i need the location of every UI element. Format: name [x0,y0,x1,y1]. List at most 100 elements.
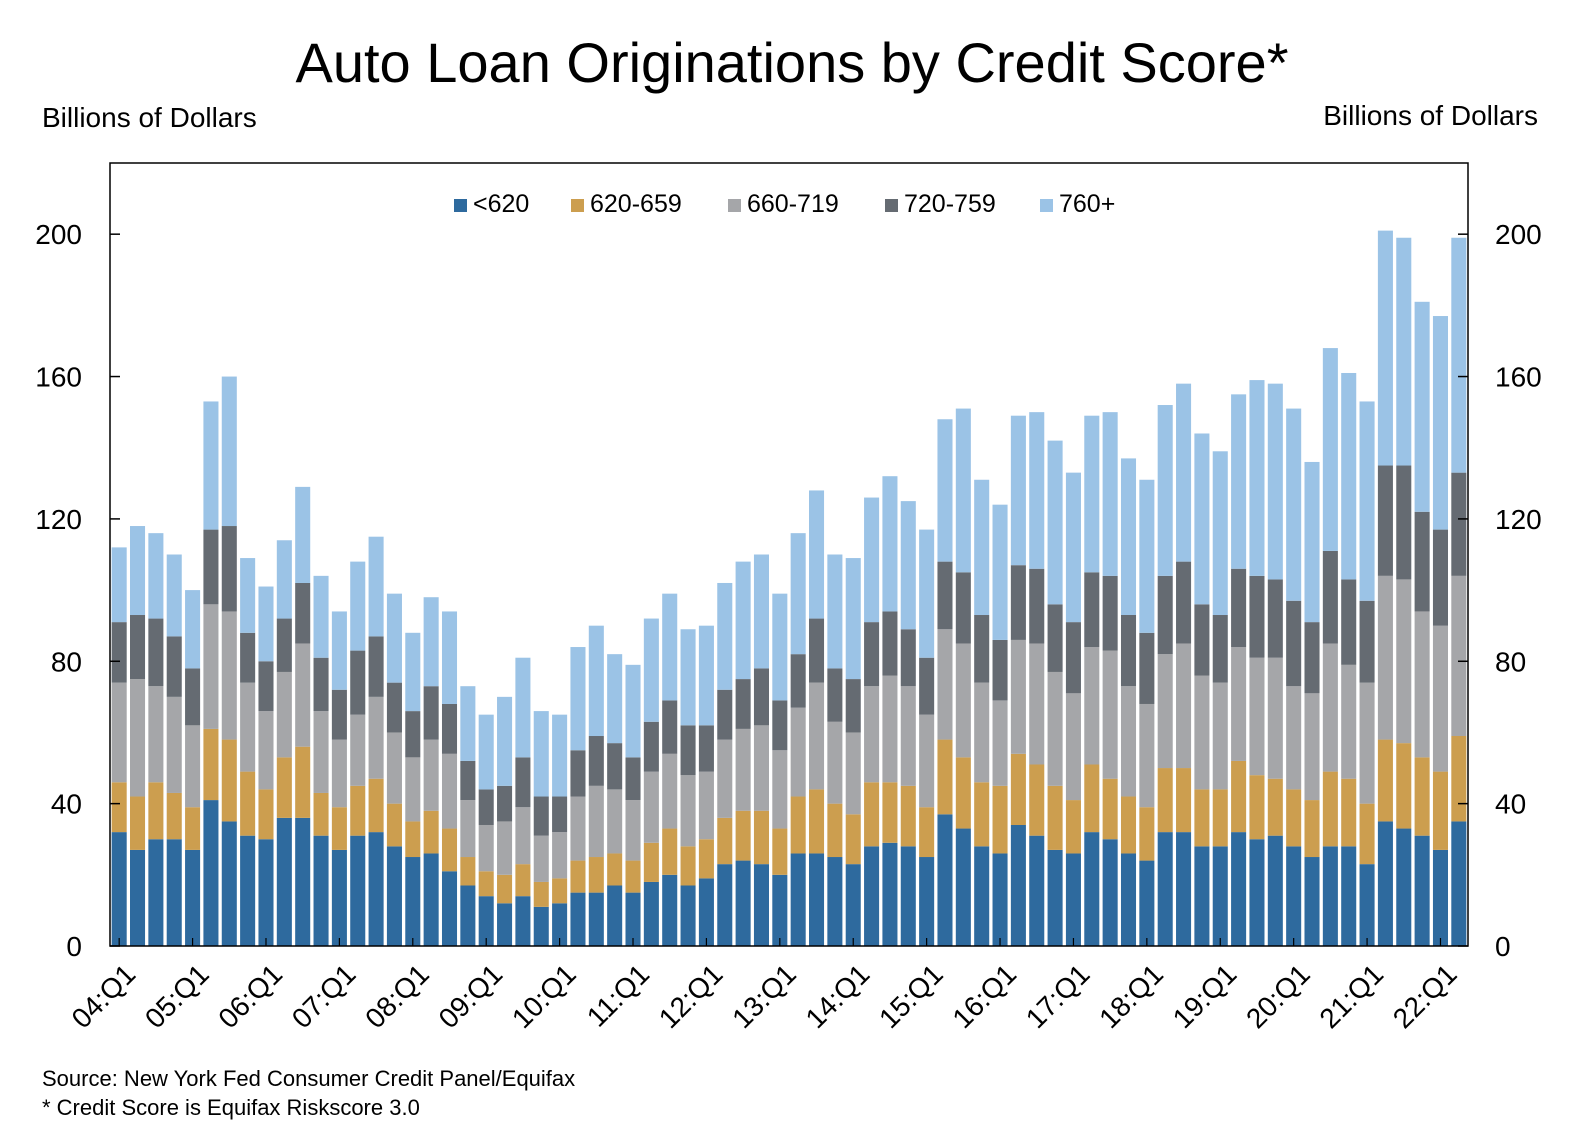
bar-segment-08:Q3-s0 [441,871,458,946]
bar-segment-17:Q3-s2 [1102,650,1118,779]
x-tick-label: 07:Q1 [286,958,362,1034]
bar-segment-04:Q2-s4 [130,526,146,616]
bar-segment-05:Q2-s0 [203,800,219,946]
bar-segment-15:Q2-s0 [937,814,953,946]
bar-segment-07:Q1-s1 [331,807,347,850]
bar-segment-08:Q1-s2 [405,757,421,822]
bar-segment-08:Q3-s1 [441,828,458,872]
bar-segment-19:Q3-s1 [1249,775,1265,840]
bar-segment-21:Q2-s2 [1377,575,1393,740]
bar-segment-19:Q1-s1 [1212,789,1228,847]
bar-segment-06:Q1-s3 [258,661,274,712]
y-tick-label-left: 80 [51,646,82,677]
bar-segment-08:Q1-s3 [405,711,421,758]
bar-segment-05:Q3-s1 [221,739,237,822]
right-axis-unit-label: Billions of Dollars [1323,100,1538,131]
bar-segment-07:Q4-s0 [386,846,402,946]
bar-segment-15:Q2-s4 [937,419,953,562]
bar-segment-16:Q2-s4 [1010,415,1026,566]
bar-segment-18:Q3-s2 [1176,643,1192,769]
bar-segment-19:Q4-s0 [1267,835,1283,946]
bar-segment-19:Q4-s2 [1267,657,1283,779]
bar-segment-16:Q4-s2 [1047,671,1063,786]
bar-segment-21:Q4-s4 [1414,301,1430,512]
bar-segment-14:Q3-s2 [882,675,898,783]
bar-segment-21:Q3-s3 [1396,465,1412,580]
bar-segment-21:Q2-s4 [1377,230,1393,466]
bar-segment-06:Q1-s0 [258,839,274,946]
chart-title: Auto Loan Originations by Credit Score* [295,31,1289,94]
bar-segment-17:Q4-s4 [1120,458,1137,615]
footnotes: Source: New York Fed Consumer Credit Pan… [42,1064,575,1122]
bar-segment-10:Q3-s4 [588,625,604,737]
bar-segment-05:Q3-s3 [221,526,237,612]
bar-segment-09:Q4-s2 [533,835,549,882]
bar-segment-15:Q1-s2 [919,714,935,808]
bar-segment-15:Q3-s3 [955,572,971,644]
bar-segment-06:Q3-s4 [295,486,311,583]
bar-segment-16:Q1-s0 [992,853,1008,946]
bar-segment-20:Q1-s2 [1286,686,1302,790]
bar-segment-07:Q4-s3 [386,682,402,733]
bar-segment-13:Q3-s1 [809,789,825,854]
bar-segment-13:Q2-s2 [790,707,806,797]
legend-label-4: 760+ [1059,190,1115,218]
bar-segment-15:Q4-s1 [974,782,990,847]
bar-segment-21:Q2-s0 [1377,821,1393,946]
bar-segment-12:Q3-s3 [735,679,751,729]
bar-segment-04:Q3-s2 [148,686,164,783]
bar-segment-05:Q1-s4 [185,590,201,669]
bar-segment-04:Q3-s1 [148,782,164,840]
bar-segment-10:Q4-s1 [607,853,623,886]
bar-segment-16:Q3-s2 [1029,643,1045,765]
bar-segment-05:Q2-s4 [203,401,219,530]
bar-segment-17:Q3-s1 [1102,778,1118,840]
bar-segment-09:Q1-s1 [478,871,494,897]
bar-segment-07:Q4-s4 [386,593,402,683]
bar-segment-14:Q3-s3 [882,611,898,676]
bar-segment-07:Q3-s4 [368,536,384,637]
bar-segment-16:Q2-s1 [1010,753,1026,825]
bar-segment-10:Q3-s2 [588,785,604,858]
bar-segment-08:Q2-s2 [423,739,439,811]
bar-segment-19:Q2-s4 [1231,394,1247,569]
bar-segment-14:Q1-s4 [845,558,861,680]
bar-segment-08:Q4-s1 [460,857,476,886]
bar-segment-14:Q2-s2 [864,686,880,783]
bar-segment-11:Q3-s2 [662,753,678,829]
bar-segment-09:Q4-s3 [533,796,549,836]
bar-segment-05:Q3-s0 [221,821,237,946]
y-tick-label-right: 0 [1495,931,1511,962]
bar-segment-13:Q2-s4 [790,533,806,655]
bar-segment-12:Q2-s3 [717,689,733,740]
bar-segment-12:Q4-s4 [753,554,769,669]
x-tick-label: 17:Q1 [1020,958,1096,1034]
bar-segment-12:Q2-s0 [717,864,733,946]
bar-segment-09:Q3-s0 [515,896,531,946]
bar-segment-10:Q4-s2 [607,789,623,854]
bar-segment-18:Q4-s0 [1194,846,1210,946]
bar-segment-18:Q2-s0 [1157,832,1173,946]
bar-segment-10:Q3-s3 [588,736,604,786]
bar-segment-20:Q1-s3 [1286,600,1302,687]
bar-segment-21:Q4-s0 [1414,835,1430,946]
bar-segment-15:Q1-s1 [919,807,935,858]
bar-segment-06:Q1-s1 [258,789,274,840]
bar-segment-16:Q4-s0 [1047,849,1063,946]
bar-segment-17:Q2-s2 [1084,647,1100,765]
bar-segment-13:Q1-s2 [772,750,788,829]
bar-segment-05:Q1-s3 [185,668,201,726]
bar-segment-21:Q4-s2 [1414,611,1430,758]
left-axis-unit-label: Billions of Dollars [42,102,257,133]
bar-segment-09:Q3-s2 [515,807,531,865]
bar-segment-04:Q1-s1 [111,782,127,833]
bar-segment-21:Q3-s1 [1396,743,1412,829]
bar-segment-07:Q2-s3 [350,650,366,715]
bar-segment-04:Q4-s3 [166,636,182,697]
bar-segment-22:Q1-s1 [1432,771,1448,850]
bar-segment-10:Q2-s1 [570,860,586,893]
bar-segment-12:Q4-s1 [753,810,769,865]
bar-segment-22:Q2-s4 [1451,237,1467,473]
bar-segment-13:Q3-s3 [809,618,825,683]
